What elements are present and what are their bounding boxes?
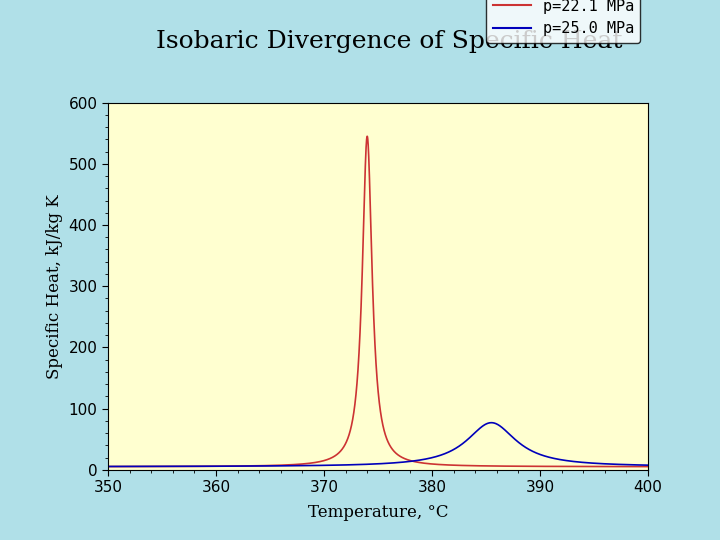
- Legend: p=22.1 MPa, p=25.0 MPa: p=22.1 MPa, p=25.0 MPa: [487, 0, 640, 43]
- Text: Isobaric Divergence of Specific Heat: Isobaric Divergence of Specific Heat: [156, 30, 622, 53]
- Y-axis label: Specific Heat, kJ/kg K: Specific Heat, kJ/kg K: [46, 194, 63, 379]
- X-axis label: Temperature, °C: Temperature, °C: [307, 503, 449, 521]
